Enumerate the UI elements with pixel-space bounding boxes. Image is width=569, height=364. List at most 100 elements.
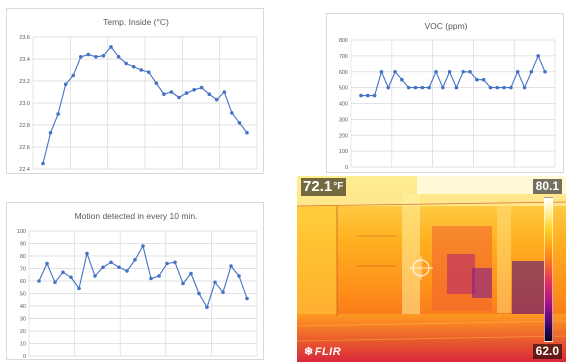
data-point: [61, 270, 65, 275]
data-point: [162, 92, 166, 96]
data-point: [205, 305, 209, 310]
data-point: [386, 85, 391, 90]
data-point: [237, 121, 242, 125]
data-point: [213, 280, 217, 285]
data-point: [488, 85, 493, 90]
data-point: [93, 274, 97, 278]
y-tick-label: 23.4: [19, 57, 30, 63]
data-point: [71, 73, 76, 78]
data-point: [543, 69, 547, 74]
data-point: [197, 291, 201, 296]
data-point: [400, 77, 404, 82]
data-point: [109, 45, 113, 49]
data-point: [536, 54, 540, 58]
data-point: [502, 85, 506, 90]
data-point: [481, 77, 486, 82]
data-point: [124, 61, 128, 66]
data-point: [245, 130, 249, 135]
data-point: [149, 276, 153, 281]
data-point: [154, 81, 159, 85]
data-point: [447, 69, 452, 74]
y-tick-label: 100: [339, 149, 348, 155]
thermal-scene: [297, 176, 566, 362]
data-point: [181, 281, 185, 286]
data-point: [45, 261, 49, 266]
data-point: [461, 69, 466, 74]
y-tick-label: 20: [20, 329, 26, 335]
data-point: [78, 55, 83, 59]
data-point: [85, 251, 89, 256]
data-point: [131, 64, 136, 69]
data-point: [475, 77, 479, 82]
data-point: [434, 69, 438, 74]
y-tick-label: 10: [20, 342, 26, 348]
data-point: [77, 286, 81, 291]
data-point: [393, 69, 397, 74]
data-point: [69, 275, 73, 280]
data-point: [221, 290, 225, 295]
data-point: [420, 85, 425, 90]
data-point: [245, 296, 249, 301]
y-tick-label: 30: [20, 317, 26, 323]
data-point: [189, 271, 193, 276]
voc-chart-svg: VOC (ppm) 0 100 200 300 400 500 600 700 800: [339, 21, 556, 171]
data-point: [366, 93, 370, 98]
data-point: [165, 261, 169, 266]
data-point: [222, 90, 227, 94]
data-point: [440, 85, 445, 90]
data-point: [141, 244, 145, 248]
data-point: [116, 55, 121, 59]
y-tick-label: 70: [20, 267, 26, 273]
scale-max-label: 80.1: [532, 179, 562, 194]
data-point: [139, 68, 144, 72]
motion-chart: Motion detected in every 10 min. 0 10 20 30…: [6, 202, 264, 360]
chart-title: Temp. Inside (°C): [103, 17, 169, 27]
data-point: [173, 260, 177, 265]
y-tick-label: 23.2: [19, 79, 30, 85]
y-tick-label: 0: [345, 165, 348, 171]
data-point: [372, 93, 377, 98]
data-point: [133, 257, 137, 262]
y-tick-label: 22.4: [19, 167, 30, 173]
data-point: [101, 265, 105, 270]
data-point: [468, 69, 472, 74]
brand-logo: ❄FLIR: [304, 345, 341, 358]
data-point: [157, 274, 161, 278]
y-tick-label: 400: [339, 102, 348, 108]
data-point: [529, 69, 534, 74]
data-point: [56, 112, 60, 116]
data-point: [495, 85, 500, 90]
y-tick-label: 300: [339, 117, 348, 123]
voc-chart: VOC (ppm) 0 100 200 300 400 500 600 700 800: [326, 13, 564, 173]
data-point: [406, 85, 411, 90]
y-tick-label: 0: [23, 354, 26, 360]
y-tick-label: 500: [339, 86, 348, 92]
y-tick-label: 22.8: [19, 123, 30, 129]
y-tick-label: 700: [339, 54, 348, 60]
data-point: [230, 111, 234, 115]
y-tick-label: 200: [339, 133, 348, 139]
y-tick-label: 60: [20, 279, 26, 285]
data-point: [237, 274, 241, 278]
temperature-scale-bar: [544, 197, 553, 342]
data-point: [199, 85, 204, 90]
y-tick-label: 23.0: [19, 101, 30, 107]
y-tick-label: 600: [339, 70, 348, 76]
data-point: [229, 264, 233, 268]
data-point: [169, 90, 174, 94]
y-tick-label: 800: [339, 38, 348, 44]
chart-title: VOC (ppm): [425, 21, 468, 31]
series-line: [42, 46, 248, 164]
data-point: [94, 55, 98, 59]
data-point: [146, 70, 151, 74]
data-point: [184, 91, 189, 95]
data-point: [53, 280, 57, 285]
data-point: [522, 85, 527, 90]
brand-name: FLIR: [314, 346, 342, 358]
motion-chart-svg: Motion detected in every 10 min. 0 10 20 30…: [17, 211, 258, 360]
data-point: [359, 93, 363, 98]
chart-title: Motion detected in every 10 min.: [75, 211, 198, 221]
data-point: [109, 260, 113, 265]
data-point: [379, 69, 384, 74]
spot-temperature-readout: 72.1°F: [301, 178, 347, 196]
